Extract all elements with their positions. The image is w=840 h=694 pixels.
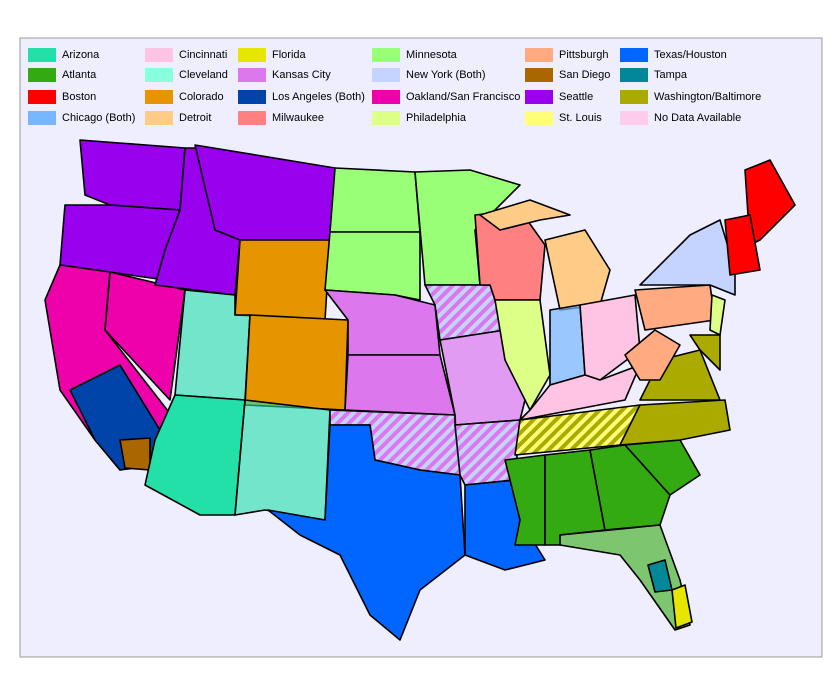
legend-swatch bbox=[145, 111, 173, 125]
legend-swatch bbox=[620, 111, 648, 125]
texas bbox=[267, 424, 466, 641]
legend-swatch bbox=[620, 48, 648, 62]
legend-swatch bbox=[238, 90, 266, 104]
legend-swatch bbox=[238, 68, 266, 82]
new-mexico bbox=[234, 399, 331, 521]
maryland bbox=[689, 334, 721, 371]
upper-michigan bbox=[479, 199, 571, 231]
florida bbox=[559, 524, 691, 631]
legend-label: Chicago (Both) bbox=[62, 112, 135, 124]
legend-swatch bbox=[28, 48, 56, 62]
kentucky bbox=[519, 364, 641, 421]
washington bbox=[79, 139, 186, 211]
legend-label: Philadelphia bbox=[406, 112, 467, 124]
wyoming bbox=[234, 239, 331, 321]
legend-swatch bbox=[525, 90, 553, 104]
legend-swatch bbox=[620, 68, 648, 82]
legend-label: Cincinnati bbox=[179, 49, 227, 61]
west-virginia bbox=[624, 329, 681, 381]
michigan bbox=[544, 229, 611, 311]
legend-label: Atlanta bbox=[62, 69, 97, 81]
legend-swatch bbox=[28, 68, 56, 82]
legend-label: Seattle bbox=[559, 91, 593, 103]
legend-label: Pittsburgh bbox=[559, 49, 609, 61]
legend-label: Florida bbox=[272, 49, 307, 61]
legend-label: Washington/Baltimore bbox=[654, 91, 761, 103]
legend-swatch bbox=[28, 111, 56, 125]
legend-swatch bbox=[525, 48, 553, 62]
ohio bbox=[579, 294, 641, 381]
legend-swatch bbox=[372, 111, 400, 125]
legend-label: Colorado bbox=[179, 91, 224, 103]
legend-label: Texas/Houston bbox=[654, 49, 727, 61]
south-dakota bbox=[324, 231, 421, 301]
legend-label: Detroit bbox=[179, 112, 211, 124]
legend-swatch bbox=[145, 48, 173, 62]
legend-label: Tampa bbox=[654, 69, 688, 81]
new-england bbox=[724, 214, 761, 276]
legend-label: St. Louis bbox=[559, 112, 602, 124]
san-diego-area bbox=[119, 437, 151, 471]
legend-swatch bbox=[238, 111, 266, 125]
legend-swatch bbox=[28, 90, 56, 104]
states bbox=[44, 139, 796, 641]
legend-swatch bbox=[372, 90, 400, 104]
legend-label: Los Angeles (Both) bbox=[272, 91, 365, 103]
legend-swatch bbox=[145, 68, 173, 82]
legend-swatch bbox=[525, 111, 553, 125]
colorado bbox=[244, 314, 349, 411]
legend: Arizona Atlanta Boston Chicago (Both) Cincin… bbox=[28, 48, 761, 125]
indiana bbox=[549, 304, 586, 386]
legend-swatch bbox=[372, 68, 400, 82]
legend-label: No Data Available bbox=[654, 112, 741, 124]
legend-label: Boston bbox=[62, 91, 96, 103]
legend-label: San Diego bbox=[559, 69, 610, 81]
georgia bbox=[589, 444, 671, 531]
south-florida bbox=[671, 584, 693, 629]
legend-swatch bbox=[145, 90, 173, 104]
kansas bbox=[344, 354, 456, 416]
legend-label: Milwaukee bbox=[272, 112, 324, 124]
illinois bbox=[494, 299, 551, 411]
legend-label: Minnesota bbox=[406, 49, 458, 61]
mississippi bbox=[504, 454, 546, 546]
legend-label: New York (Both) bbox=[406, 69, 485, 81]
legend-swatch bbox=[372, 48, 400, 62]
legend-label: Oakland/San Francisco bbox=[406, 91, 520, 103]
legend-swatch bbox=[620, 90, 648, 104]
legend-swatch bbox=[525, 68, 553, 82]
legend-swatch bbox=[238, 48, 266, 62]
legend-label: Arizona bbox=[62, 49, 100, 61]
north-carolina bbox=[619, 399, 731, 446]
legend-label: Kansas City bbox=[272, 69, 331, 81]
north-dakota bbox=[329, 167, 421, 233]
legend-label: Cleveland bbox=[179, 69, 228, 81]
